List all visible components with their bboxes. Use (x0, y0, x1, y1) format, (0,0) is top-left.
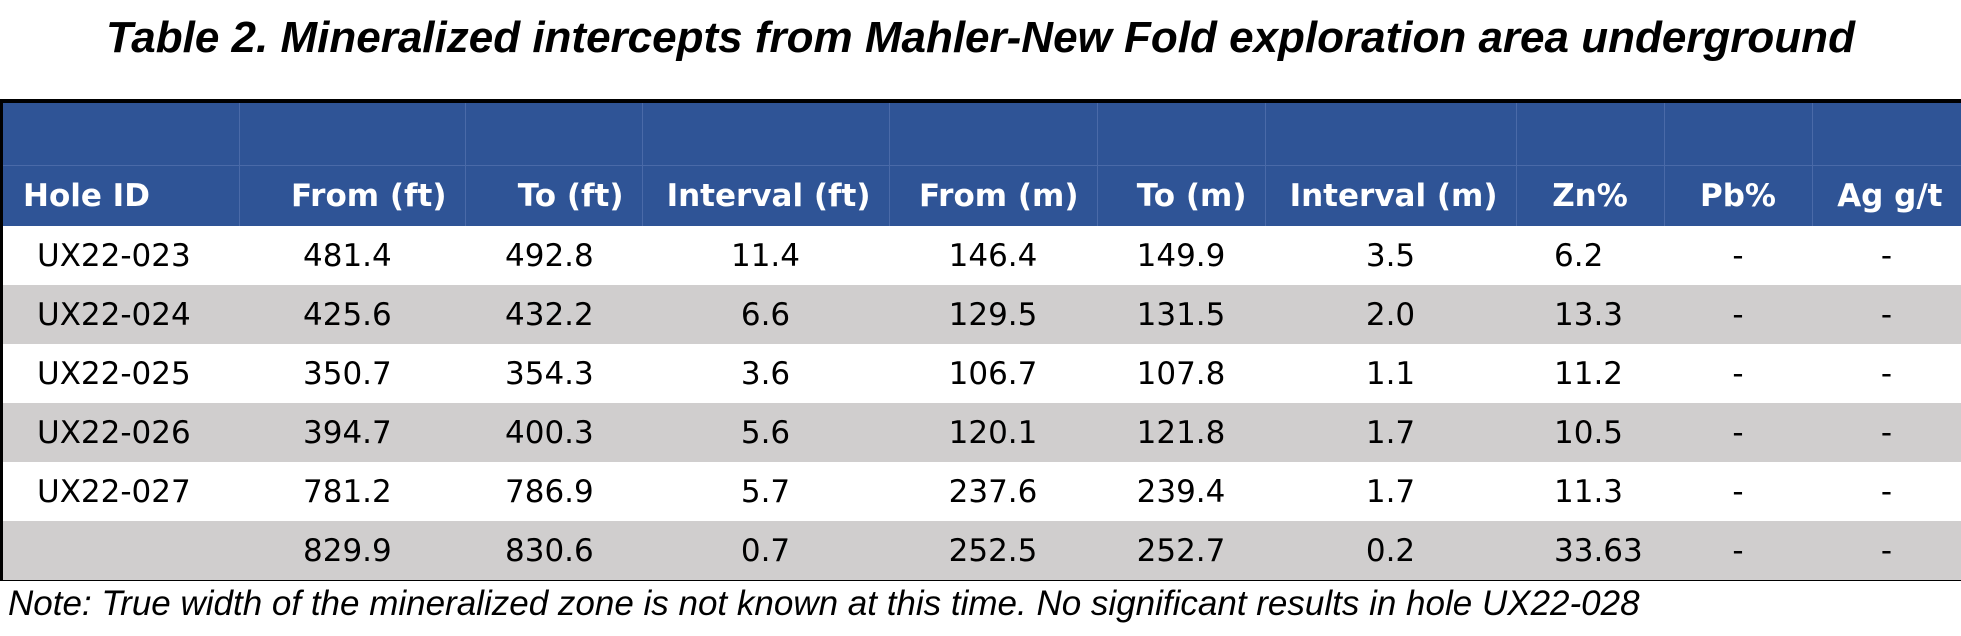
from-m-cell: 146.4 (889, 226, 1097, 285)
zn-cell: 10.5 (1516, 403, 1664, 462)
hole-id-cell: UX22-023 (3, 226, 239, 285)
zn-cell: 11.3 (1516, 462, 1664, 521)
pb-cell: - (1664, 403, 1812, 462)
to-ft-cell: 492.8 (465, 226, 642, 285)
column-header-hole-id: Hole ID (3, 165, 240, 226)
from-ft-cell: 394.7 (239, 403, 465, 462)
to-m-cell: 121.8 (1097, 403, 1265, 462)
to-ft-cell: 354.3 (465, 344, 642, 403)
header-row: Hole ID From (ft) To (ft) Interval (ft) … (3, 165, 1961, 226)
column-header-interval-m: Interval (m) (1265, 165, 1517, 226)
ag-cell: - (1812, 344, 1961, 403)
interval-ft-cell: 3.6 (642, 344, 889, 403)
column-header-to-m: To (m) (1097, 165, 1266, 226)
to-ft-cell: 432.2 (465, 285, 642, 344)
zn-cell: 6.2 (1516, 226, 1664, 285)
column-header-to-ft: To (ft) (465, 165, 643, 226)
to-ft-cell: 830.6 (465, 521, 642, 580)
zn-cell: 11.2 (1516, 344, 1664, 403)
table-row: UX22-024 425.6 432.2 6.6 129.5 131.5 2.0… (3, 285, 1961, 344)
interval-m-cell: 1.1 (1265, 344, 1516, 403)
column-header-from-ft: From (ft) (239, 165, 466, 226)
interval-ft-cell: 11.4 (642, 226, 889, 285)
interval-m-cell: 0.2 (1265, 521, 1516, 580)
hole-id-cell: UX22-027 (3, 462, 239, 521)
intercepts-table: Hole ID From (ft) To (ft) Interval (ft) … (0, 99, 1961, 581)
zn-cell: 33.63 (1516, 521, 1664, 580)
from-ft-cell: 425.6 (239, 285, 465, 344)
column-header-from-m: From (m) (889, 165, 1098, 226)
from-ft-cell: 829.9 (239, 521, 465, 580)
to-m-cell: 239.4 (1097, 462, 1265, 521)
pb-cell: - (1664, 521, 1812, 580)
pb-cell: - (1664, 285, 1812, 344)
column-header-zn: Zn% (1516, 165, 1665, 226)
pb-cell: - (1664, 462, 1812, 521)
interval-ft-cell: 5.6 (642, 403, 889, 462)
intercepts-table-grid: Hole ID From (ft) To (ft) Interval (ft) … (3, 103, 1961, 580)
ag-cell: - (1812, 226, 1961, 285)
from-m-cell: 129.5 (889, 285, 1097, 344)
pb-cell: - (1664, 226, 1812, 285)
from-m-cell: 106.7 (889, 344, 1097, 403)
zn-cell: 13.3 (1516, 285, 1664, 344)
table-row: UX22-027 781.2 786.9 5.7 237.6 239.4 1.7… (3, 462, 1961, 521)
hole-id-cell: UX22-025 (3, 344, 239, 403)
interval-m-cell: 3.5 (1265, 226, 1516, 285)
column-header-ag: Ag g/t (1812, 165, 1961, 226)
from-ft-cell: 481.4 (239, 226, 465, 285)
ag-cell: - (1812, 462, 1961, 521)
interval-m-cell: 1.7 (1265, 403, 1516, 462)
pb-cell: - (1664, 344, 1812, 403)
from-m-cell: 237.6 (889, 462, 1097, 521)
hole-id-cell: UX22-026 (3, 403, 239, 462)
to-ft-cell: 400.3 (465, 403, 642, 462)
interval-m-cell: 2.0 (1265, 285, 1516, 344)
hole-id-cell: UX22-024 (3, 285, 239, 344)
table-row: UX22-023 481.4 492.8 11.4 146.4 149.9 3.… (3, 226, 1961, 285)
column-header-pb: Pb% (1664, 165, 1813, 226)
table-row: 829.9 830.6 0.7 252.5 252.7 0.2 33.63 - … (3, 521, 1961, 580)
table-row: UX22-026 394.7 400.3 5.6 120.1 121.8 1.7… (3, 403, 1961, 462)
table-title: Table 2. Mineralized intercepts from Mah… (106, 13, 1855, 62)
to-m-cell: 149.9 (1097, 226, 1265, 285)
header-band-row (3, 103, 1961, 166)
hole-id-cell (3, 521, 239, 580)
column-header-interval-ft: Interval (ft) (642, 165, 890, 226)
ag-cell: - (1812, 403, 1961, 462)
to-m-cell: 252.7 (1097, 521, 1265, 580)
to-m-cell: 131.5 (1097, 285, 1265, 344)
ag-cell: - (1812, 521, 1961, 580)
from-ft-cell: 781.2 (239, 462, 465, 521)
interval-ft-cell: 5.7 (642, 462, 889, 521)
interval-ft-cell: 6.6 (642, 285, 889, 344)
from-ft-cell: 350.7 (239, 344, 465, 403)
table-note: Note: True width of the mineralized zone… (8, 584, 1640, 623)
interval-ft-cell: 0.7 (642, 521, 889, 580)
to-m-cell: 107.8 (1097, 344, 1265, 403)
interval-m-cell: 1.7 (1265, 462, 1516, 521)
to-ft-cell: 786.9 (465, 462, 642, 521)
table-row: UX22-025 350.7 354.3 3.6 106.7 107.8 1.1… (3, 344, 1961, 403)
ag-cell: - (1812, 285, 1961, 344)
from-m-cell: 252.5 (889, 521, 1097, 580)
from-m-cell: 120.1 (889, 403, 1097, 462)
